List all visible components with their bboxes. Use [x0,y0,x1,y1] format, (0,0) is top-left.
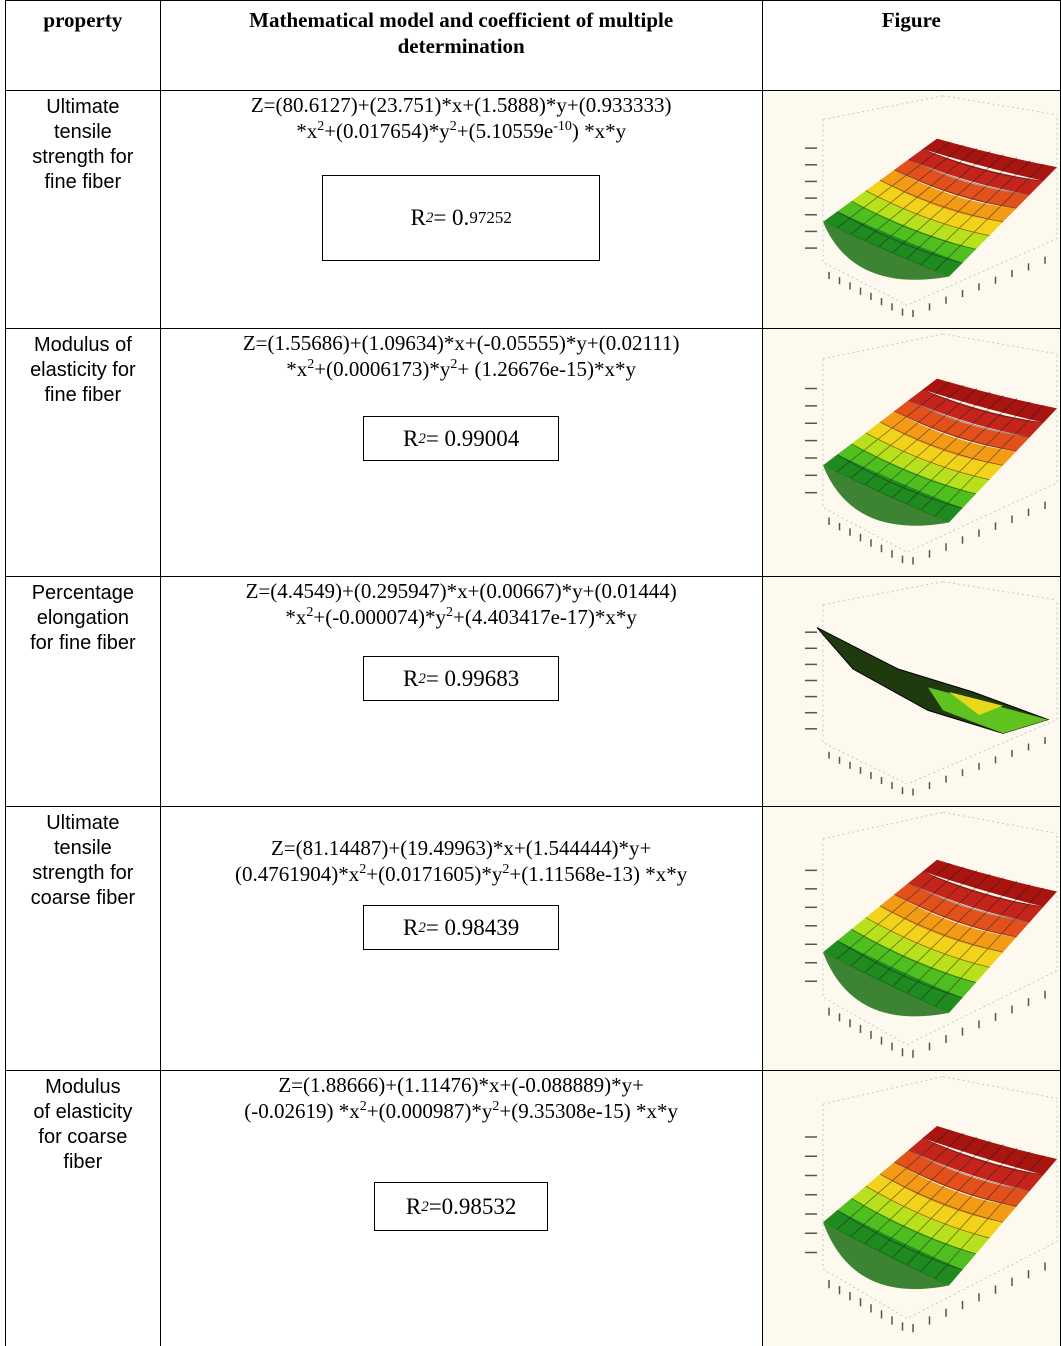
table-row: Ultimate tensile strength for fine fiber… [5,90,1061,329]
property-text: Ultimate [46,812,120,834]
equation-line: Z=(80.6127)+(23.751)*x+(1.5888)*y+(0.933… [250,93,672,117]
property-cell: Ultimate tensile strength for fine fiber [5,90,161,329]
property-text: of elasticity [33,1101,133,1123]
table-row: Modulus of elasticity for coarse fiber Z… [5,1070,1061,1346]
figure-cell [761,1070,1061,1346]
header-figure: Figure [761,0,1061,91]
property-text: Modulus [45,1076,121,1098]
property-text: strength for [32,862,134,884]
surface-plot-icon [804,333,1058,565]
header-property: property [5,0,161,91]
property-text: Modulus of [33,334,132,356]
property-text: for fine fiber [30,632,136,654]
table-row: Modulus of elasticity for fine fiber Z=(… [5,328,1061,577]
model-table: property Mathematical model and coeffici… [5,0,1061,1346]
equation-line: (0.4761904)*x2+(0.0171605)*y2+(1.11568e-… [235,862,688,886]
property-text: Percentage [31,582,135,604]
equation: Z=(1.55686)+(1.09634)*x+(-0.05555)*y+(0.… [161,332,762,380]
property-text: fiber [63,1151,103,1173]
property-cell: Ultimate tensile strength for coarse fib… [5,806,161,1071]
equation-line: *x2+(-0.000074)*y2+(4.403417e-17)*x*y [285,605,637,629]
property-cell: Modulus of elasticity for coarse fiber [5,1070,161,1346]
figure-cell [761,90,1061,329]
equation-cell: Z=(1.55686)+(1.09634)*x+(-0.05555)*y+(0.… [159,328,763,577]
surface-plot-icon [804,581,1058,796]
property-text: fine fiber [44,384,122,406]
table-row: Percentage elongation for fine fiber Z=(… [5,576,1061,807]
figure-cell [761,576,1061,807]
equation: Z=(4.4549)+(0.295947)*x+(0.00667)*y+(0.0… [161,580,762,628]
property-text: tensile [53,837,112,859]
equation-line: *x2+(0.0006173)*y2+ (1.26676e-15)*x*y [286,357,637,381]
property-text: elasticity for [30,359,136,381]
equation: Z=(80.6127)+(23.751)*x+(1.5888)*y+(0.933… [161,94,762,142]
property-cell: Percentage elongation for fine fiber [5,576,161,807]
header-row: property Mathematical model and coeffici… [5,0,1061,91]
property-text: Ultimate [46,96,120,118]
surface-plot-icon [804,811,1058,1058]
surface-plot-icon [804,1076,1058,1333]
surface-plot-icon [804,95,1058,318]
property-text: coarse fiber [30,887,136,909]
equation-line: Z=(1.88666)+(1.11476)*x+(-0.088889)*y+ [278,1073,644,1097]
property-text: strength for [32,146,134,168]
equation: Z=(81.14487)+(19.49963)*x+(1.544444)*y+ … [161,837,762,885]
equation-line: Z=(1.55686)+(1.09634)*x+(-0.05555)*y+(0.… [242,331,680,355]
equation-line: Z=(4.4549)+(0.295947)*x+(0.00667)*y+(0.0… [245,579,677,603]
property-text: fine fiber [44,171,122,193]
equation-cell: Z=(80.6127)+(23.751)*x+(1.5888)*y+(0.933… [159,90,763,329]
equation-cell: Z=(1.88666)+(1.11476)*x+(-0.088889)*y+ (… [159,1070,763,1346]
equation-cell: Z=(81.14487)+(19.49963)*x+(1.544444)*y+ … [159,806,763,1071]
equation: Z=(1.88666)+(1.11476)*x+(-0.088889)*y+ (… [161,1074,762,1122]
property-text: for coarse [38,1126,128,1148]
equation-line: Z=(81.14487)+(19.49963)*x+(1.544444)*y+ [270,836,652,860]
property-cell: Modulus of elasticity for fine fiber [5,328,161,577]
table-row: Ultimate tensile strength for coarse fib… [5,806,1061,1071]
equation-cell: Z=(4.4549)+(0.295947)*x+(0.00667)*y+(0.0… [159,576,763,807]
equation-line: (-0.02619) *x2+(0.000987)*y2+(9.35308e-1… [244,1099,679,1123]
property-text: elongation [36,607,130,629]
property-text: tensile [53,121,112,143]
figure-cell [761,806,1061,1071]
equation-line: *x2+(0.017654)*y2+(5.10559e-10) *x*y [296,119,627,143]
figure-cell [761,328,1061,577]
header-model: Mathematical model and coefficient of mu… [159,0,763,91]
